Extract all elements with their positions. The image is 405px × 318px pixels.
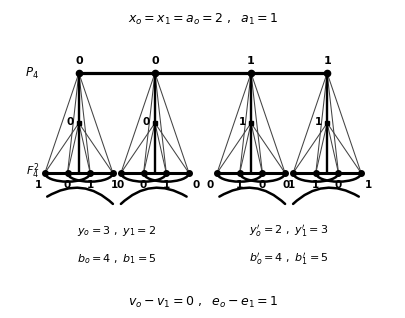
Text: 0: 0 xyxy=(142,117,149,127)
Text: $v_o-v_1=0\ ,\ \ e_o-e_1=1$: $v_o-v_1=0\ ,\ \ e_o-e_1=1$ xyxy=(128,295,277,310)
Text: 1: 1 xyxy=(363,180,371,190)
Text: 1: 1 xyxy=(311,180,319,190)
Text: $y_o'=2\ ,\ y_1'=3$: $y_o'=2\ ,\ y_1'=3$ xyxy=(249,223,328,239)
Text: 0: 0 xyxy=(75,56,83,66)
Text: 0: 0 xyxy=(140,180,147,190)
Text: 1: 1 xyxy=(288,180,295,190)
Text: 0: 0 xyxy=(282,180,289,190)
Text: 1: 1 xyxy=(86,180,94,190)
Text: $x_o=x_1=a_o=2\ ,\ \ a_1=1$: $x_o=x_1=a_o=2\ ,\ \ a_1=1$ xyxy=(128,12,277,27)
Text: $F_4^2$: $F_4^2$ xyxy=(26,162,39,181)
Text: 0: 0 xyxy=(192,180,199,190)
Text: 1: 1 xyxy=(235,180,243,190)
Text: 0: 0 xyxy=(258,180,265,190)
Text: $P_4$: $P_4$ xyxy=(25,66,39,81)
Text: 1: 1 xyxy=(162,180,170,190)
Text: 0: 0 xyxy=(66,117,73,127)
Text: 0: 0 xyxy=(334,180,341,190)
Text: $y_o=3\ ,\ y_1=2$: $y_o=3\ ,\ y_1=2$ xyxy=(77,224,156,238)
Text: 0: 0 xyxy=(151,56,158,66)
Text: 1: 1 xyxy=(247,56,254,66)
Text: 0: 0 xyxy=(64,180,71,190)
Text: 1: 1 xyxy=(110,180,117,190)
Text: 1: 1 xyxy=(238,117,245,127)
Text: 1: 1 xyxy=(34,180,42,190)
Text: $b_o'=4\ ,\ b_1'=5$: $b_o'=4\ ,\ b_1'=5$ xyxy=(249,251,328,267)
Text: 1: 1 xyxy=(314,117,321,127)
Text: 1: 1 xyxy=(322,56,330,66)
Text: 0: 0 xyxy=(206,180,213,190)
Text: $b_o=4\ ,\ b_1=5$: $b_o=4\ ,\ b_1=5$ xyxy=(77,252,156,266)
Text: 0: 0 xyxy=(116,180,123,190)
